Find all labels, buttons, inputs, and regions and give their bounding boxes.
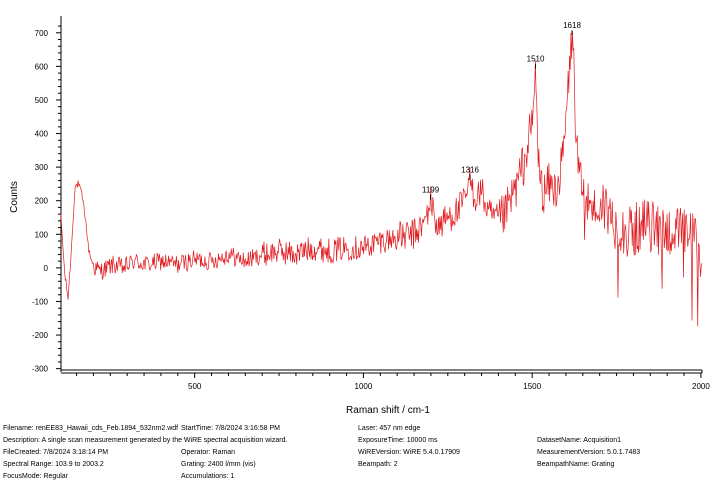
spectrum-chart: 500 1000 1500 2000 -300 -200 -100 0 100 200 300 40… (9, 16, 710, 416)
y-tick-label: 600 (35, 62, 49, 71)
x-tick-label: 500 (188, 382, 202, 391)
y-tick-label: 400 (35, 130, 49, 139)
y-tick-label: -300 (32, 365, 49, 374)
meta-focus-mode: FocusMode: Regular (3, 473, 68, 480)
meta-measurement-version: MeasurementVersion: 5.0.1.7483 (537, 449, 641, 456)
meta-spectral-range: Spectral Range: 103.9 to 2003.2 (3, 461, 104, 468)
meta-accumulations: Accumulations: 1 (181, 473, 235, 480)
peak-label: 1618 (563, 21, 581, 30)
peak-label: 1510 (527, 55, 545, 64)
y-tick-label: 700 (35, 29, 49, 38)
meta-beampath-name: BeampathName: Grating (537, 461, 615, 468)
meta-start-time: StartTime: 7/8/2024 3:16:58 PM (181, 425, 280, 432)
y-tick-label: 100 (35, 230, 49, 239)
meta-file-created: FileCreated: 7/8/2024 3:18:14 PM (3, 449, 109, 456)
meta-beampath: Beampath: 2 (358, 461, 398, 468)
y-axis-label: Counts (9, 181, 20, 213)
x-tick-label: 1500 (523, 382, 541, 391)
y-tick-label: -100 (32, 297, 49, 306)
meta-grating: Grating: 2400 l/mm (vis) (181, 461, 256, 468)
y-axis-ticks: -300 -200 -100 0 100 200 300 400 500 600 700 (32, 25, 61, 374)
x-axis-ticks: 500 1000 1500 2000 (76, 373, 710, 391)
meta-filename: Filename: renEE83_Hawaii_cds_Feb.1894_53… (3, 425, 179, 432)
x-tick-label: 2000 (692, 382, 710, 391)
y-tick-label: 500 (35, 96, 49, 105)
meta-dataset-name: DatasetName: Acquisition1 (537, 437, 622, 444)
x-tick-label: 1000 (355, 382, 373, 391)
meta-operator: Operator: Raman (181, 449, 236, 456)
x-axis-label: Raman shift / cm-1 (346, 405, 430, 416)
series-layer (60, 30, 703, 327)
meta-laser: Laser: 457 nm edge (358, 425, 421, 432)
meta-description: Description: A single scan measurement g… (3, 437, 288, 444)
peak-label: 1199 (422, 186, 440, 195)
plot-frame (60, 16, 703, 374)
meta-exposure-time: ExposureTime: 10000 ms (358, 437, 438, 444)
spectrum-line (60, 30, 703, 327)
y-tick-label: -200 (32, 331, 49, 340)
peak-label: 1316 (461, 166, 479, 175)
y-tick-label: 0 (44, 264, 49, 273)
measurement-metadata: Filename: renEE83_Hawaii_cds_Feb.1894_53… (0, 420, 715, 488)
y-tick-label: 200 (35, 197, 49, 206)
peak-annotations: 1199 1316 1510 1618 (422, 21, 581, 200)
meta-wire-version: WiREVersion: WiRE 5.4.0.17909 (358, 449, 460, 456)
y-tick-label: 300 (35, 163, 49, 172)
